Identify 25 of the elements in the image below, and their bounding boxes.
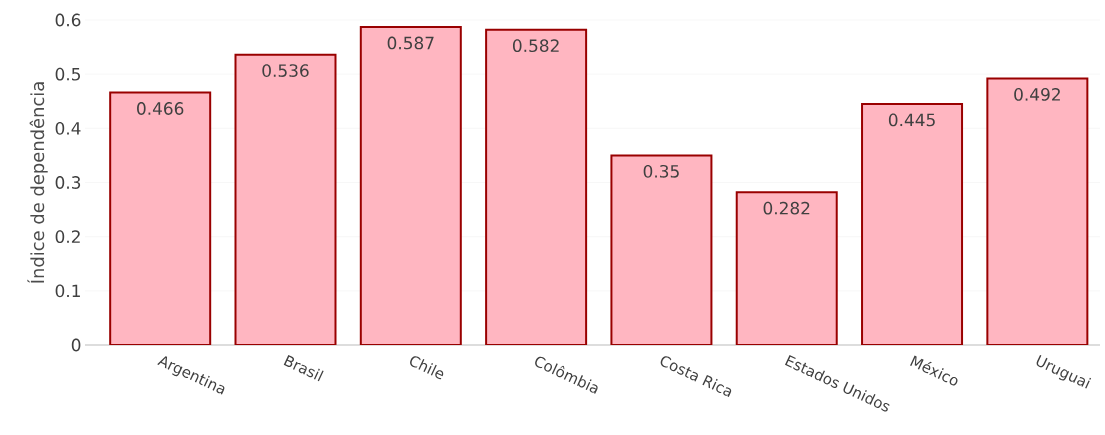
data-label: 0.587	[387, 36, 434, 50]
bar	[735, 191, 838, 345]
bar	[610, 154, 713, 345]
bar	[485, 28, 588, 345]
data-label: 0.536	[262, 64, 309, 77]
bar	[234, 53, 337, 345]
x-tick-label: Chile	[410, 356, 444, 380]
data-label: 0.282	[763, 201, 810, 215]
y-tick-label: 0.3	[55, 176, 81, 189]
y-tick-label: 0	[71, 338, 81, 352]
y-tick-label: 0.6	[55, 13, 81, 27]
y-tick-label: 0.1	[55, 284, 80, 298]
data-label: 0.445	[888, 113, 935, 127]
bar	[986, 77, 1089, 345]
y-axis-title: Índice de dependência	[27, 82, 48, 283]
bar	[861, 102, 964, 345]
data-label: 0.492	[1014, 88, 1060, 101]
y-tick-label: 0.2	[55, 230, 80, 244]
bar	[109, 91, 212, 345]
data-label: 0.466	[137, 102, 184, 115]
bar	[359, 26, 462, 345]
data-label: 0.35	[643, 164, 679, 178]
data-label: 0.582	[512, 39, 559, 53]
y-tick-label: 0.4	[55, 121, 81, 135]
y-tick-label: 0.5	[55, 67, 80, 81]
